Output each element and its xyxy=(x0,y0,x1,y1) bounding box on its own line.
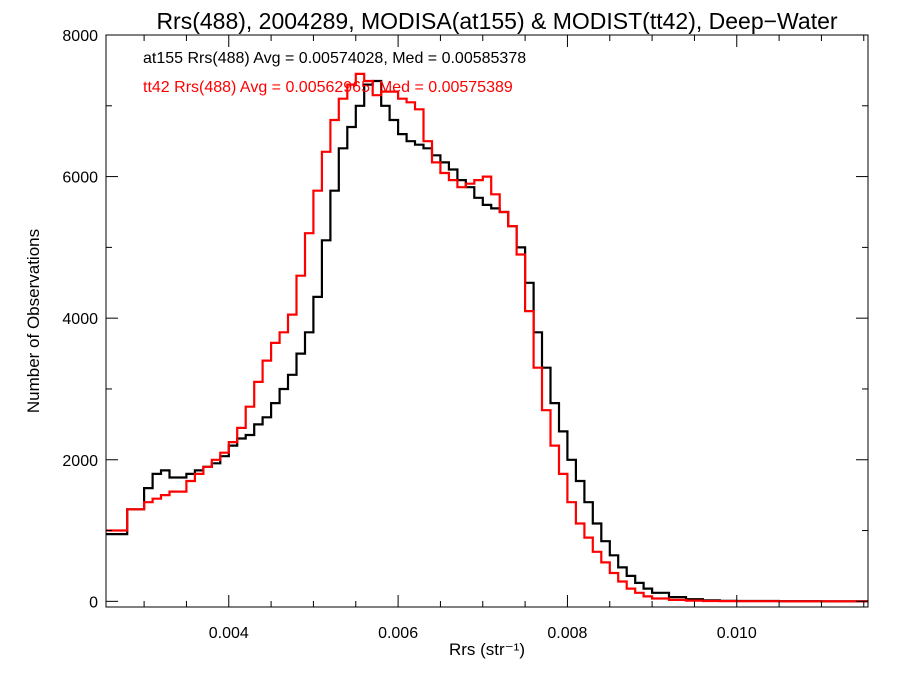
series-line-0 xyxy=(106,79,868,603)
axis-ticks: 0.004 0.006 0.008 0.010 0 2000 4000 6000 8000 xyxy=(62,28,868,642)
chart-title: Rrs(488), 2004289, MODISA(at155) & MODIS… xyxy=(156,8,837,34)
series-line-1 xyxy=(106,72,868,603)
x-tick-label: 0.004 xyxy=(209,625,249,642)
y-tick-label: 8000 xyxy=(62,28,98,45)
x-axis-label: Rrs (str⁻¹) xyxy=(449,640,525,659)
plot-frame xyxy=(105,34,869,608)
x-tick-label: 0.006 xyxy=(378,625,418,642)
annotation-at155-stats: at155 Rrs(488) Avg = 0.00574028, Med = 0… xyxy=(143,50,526,67)
x-tick-label: 0.010 xyxy=(717,625,757,642)
annotation-tt42-stats: tt42 Rrs(488) Avg = 0.00562965, Med = 0.… xyxy=(143,79,513,96)
y-tick-label: 0 xyxy=(89,594,98,611)
y-tick-label: 2000 xyxy=(62,453,98,470)
y-tick-label: 6000 xyxy=(62,170,98,187)
y-axis-label: Number of Observations xyxy=(24,229,43,413)
y-tick-label: 4000 xyxy=(62,311,98,328)
x-tick-label: 0.008 xyxy=(547,625,587,642)
series-layer xyxy=(106,72,868,603)
